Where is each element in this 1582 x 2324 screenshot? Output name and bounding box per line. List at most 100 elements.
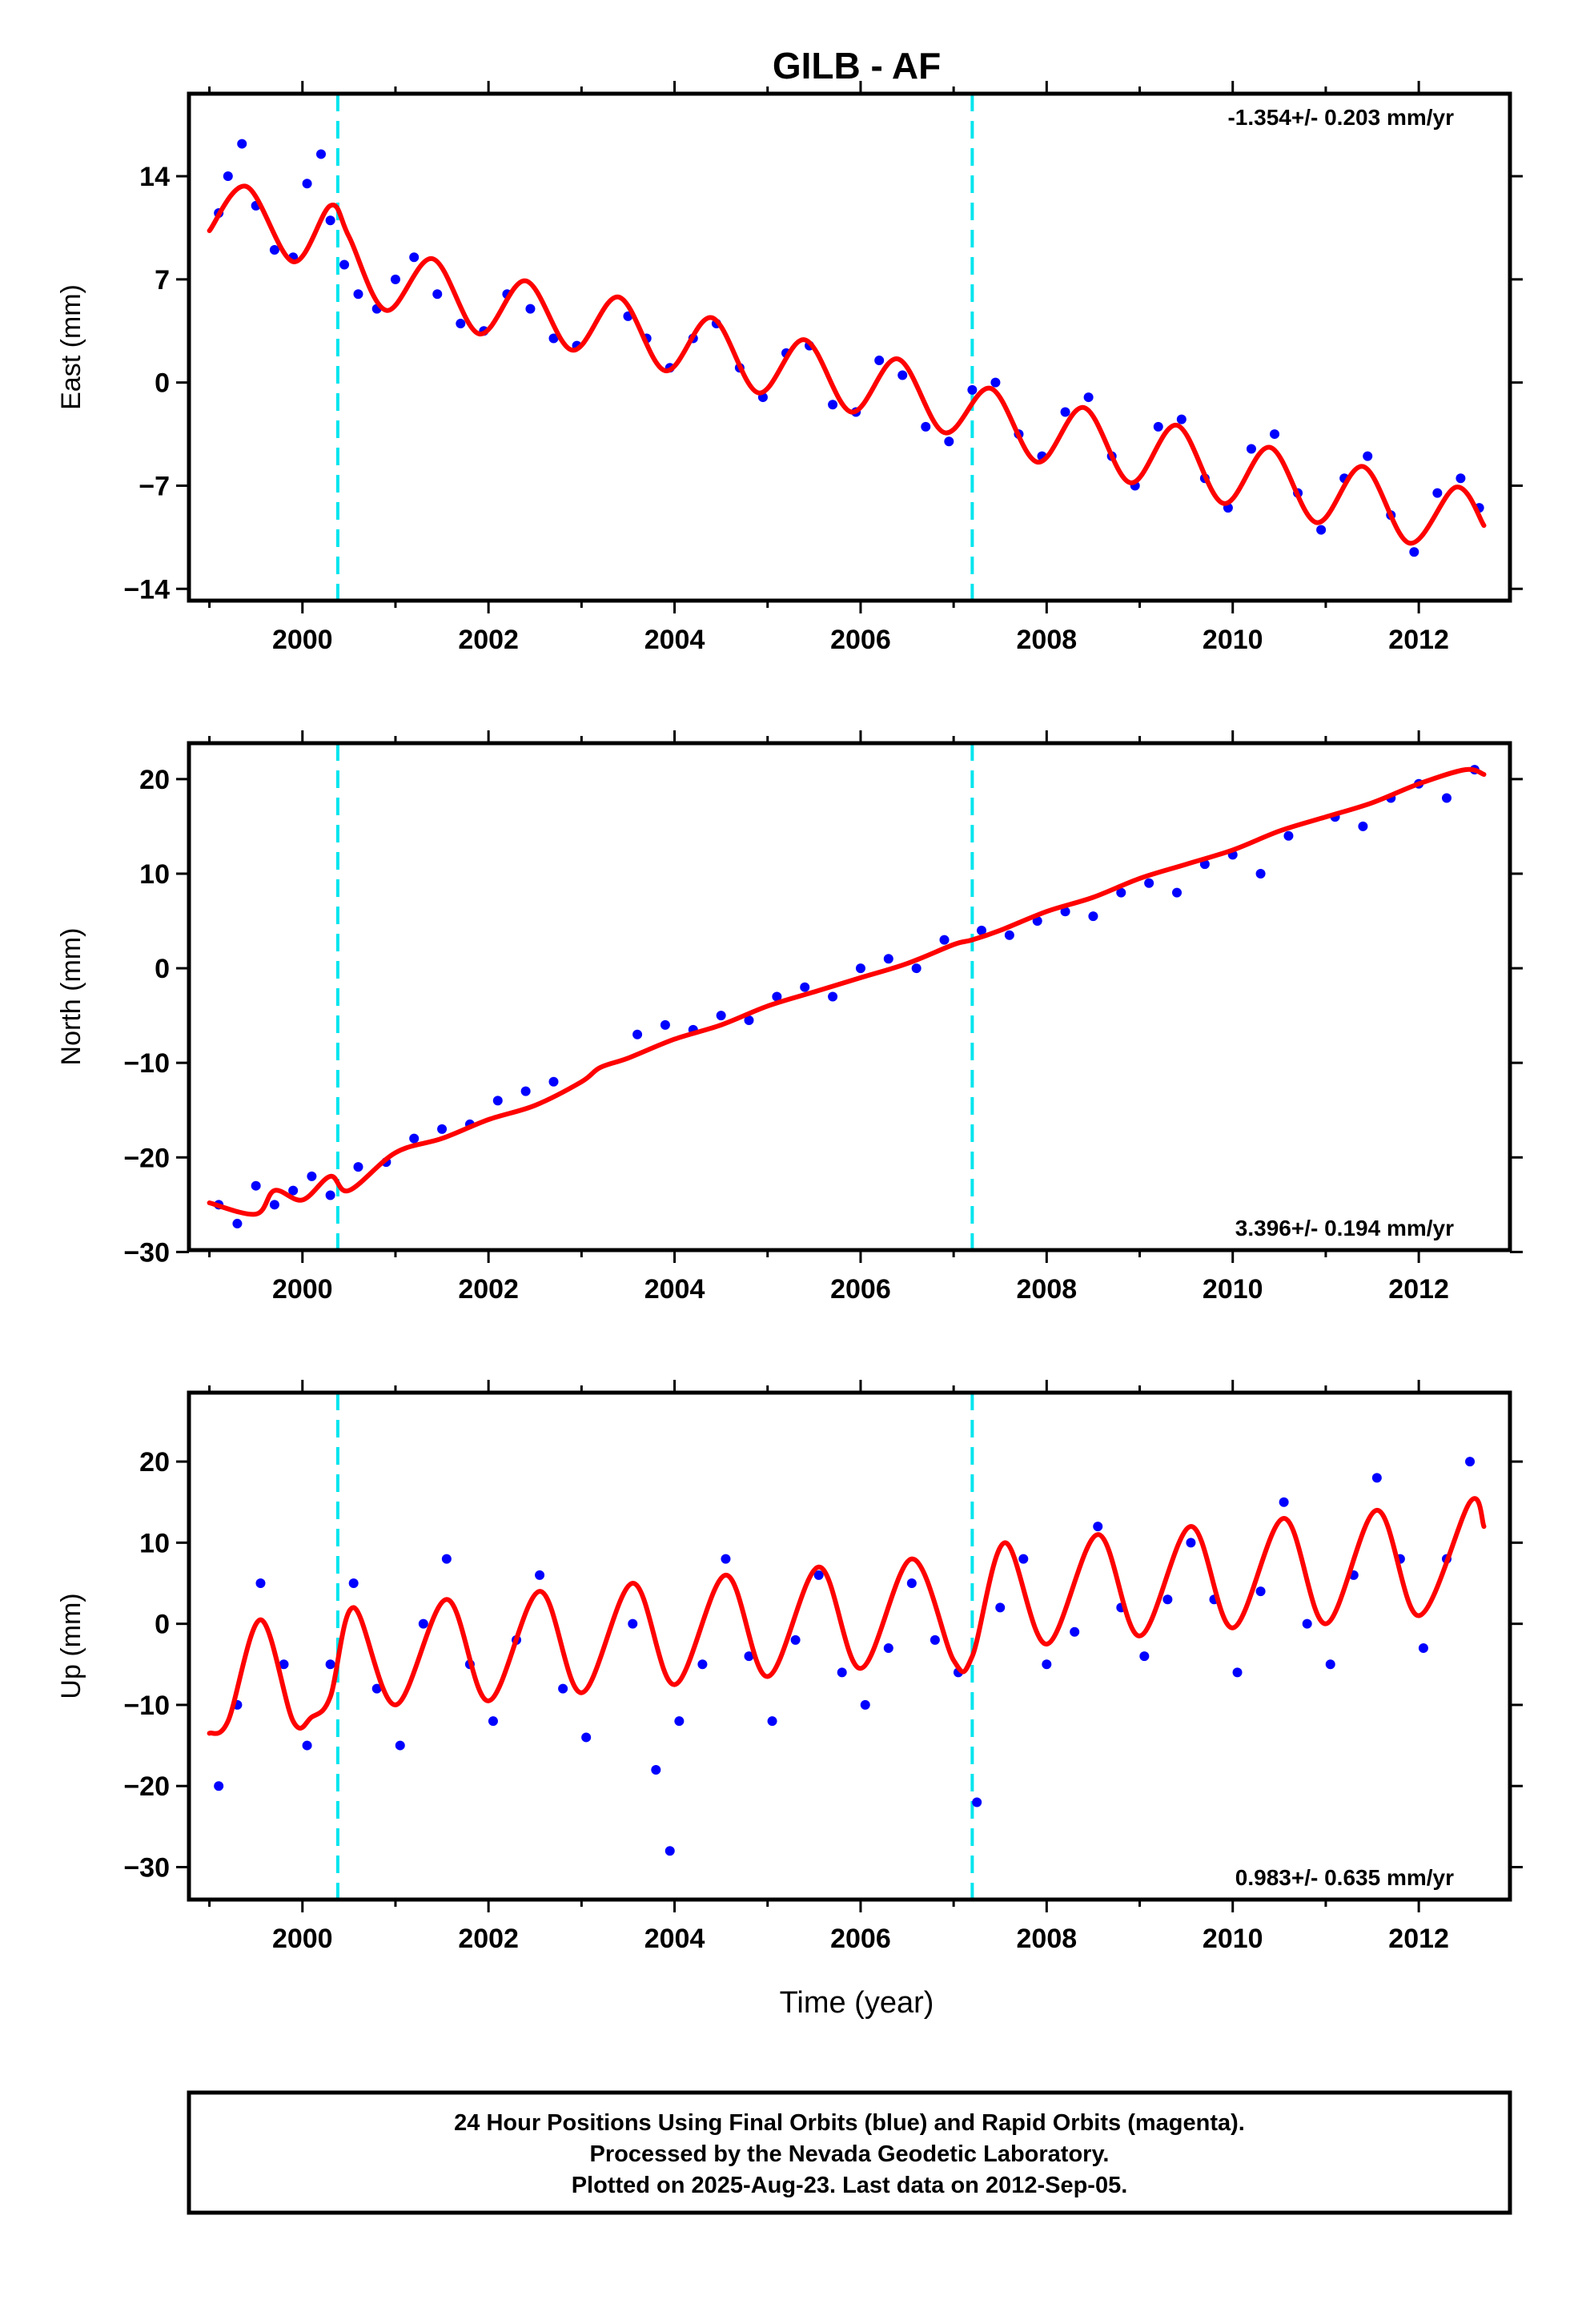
east-data-point (1363, 451, 1373, 461)
up-x-tick-label: 2008 (1017, 1924, 1078, 1954)
north-x-tick-label: 2008 (1017, 1274, 1078, 1305)
up-y-tick-label: 0 (155, 1610, 170, 1640)
east-data-point (432, 289, 443, 300)
north-y-tick-label: −20 (123, 1143, 170, 1173)
up-data-point (279, 1659, 289, 1670)
north-data-point (911, 963, 921, 974)
north-data-point (251, 1180, 261, 1191)
up-x-tick-label: 2000 (272, 1924, 333, 1954)
up-data-point (665, 1846, 675, 1856)
up-data-point (418, 1618, 428, 1629)
north-data-point (716, 1011, 726, 1021)
north-y-tick-label: 0 (155, 954, 170, 984)
up-data-point (255, 1578, 266, 1589)
up-plot-frame (187, 1390, 1512, 1902)
up-data-point (325, 1659, 335, 1670)
up-data-point (1139, 1651, 1150, 1662)
east-x-tick-label: 2010 (1203, 625, 1263, 655)
east-x-tick-label: 2008 (1017, 625, 1078, 655)
east-x-tick-label: 2006 (830, 625, 891, 655)
east-data-point (1432, 488, 1443, 498)
east-data-point (1153, 421, 1163, 432)
east-data-point (339, 259, 350, 270)
north-y-axis-title: North (mm) (56, 928, 86, 1066)
east-data-point (1083, 392, 1094, 403)
up-data-point (558, 1683, 568, 1694)
east-data-point (390, 274, 400, 284)
up-fit-curve (207, 1496, 1487, 1736)
up-data-point (1042, 1659, 1052, 1670)
north-data-point (1255, 868, 1266, 879)
up-data-point (1371, 1473, 1382, 1483)
up-data-point (1186, 1538, 1196, 1548)
panel-east: 2000 2002 2004 2006 2008 2010 2012 −14 −7 0 7 14 Eas… (56, 81, 1523, 655)
up-data-point (744, 1651, 754, 1662)
east-data-point (897, 370, 908, 380)
up-data-point (1325, 1659, 1335, 1670)
east-data-point (1456, 473, 1466, 484)
north-data-point (828, 991, 838, 1002)
up-data-point (535, 1570, 545, 1580)
east-data-point (967, 384, 978, 395)
north-y-tick-label: −30 (123, 1237, 170, 1268)
north-data-point (409, 1133, 420, 1144)
up-data-point (1232, 1667, 1243, 1678)
up-data-point (1255, 1586, 1266, 1597)
north-data-point (288, 1185, 299, 1196)
north-data-point (1088, 911, 1098, 922)
east-data-point (1316, 525, 1327, 535)
east-data-point (223, 171, 233, 182)
up-data-point (995, 1602, 1006, 1613)
up-data-point (651, 1764, 661, 1775)
up-data-point (767, 1716, 777, 1727)
x-axis-title: Time (year) (780, 1986, 934, 2020)
north-data-point (307, 1171, 317, 1181)
up-data-point (214, 1781, 224, 1791)
east-data-point (237, 139, 247, 149)
north-y-tick-label: 10 (139, 859, 170, 890)
footer-box (187, 2090, 1512, 2215)
east-data-point (353, 289, 363, 300)
north-rate-label: 3.396+/- 0.194 mm/yr (1235, 1216, 1454, 1240)
east-fit-curve (207, 183, 1487, 546)
north-data-point (800, 982, 810, 992)
east-x-tick-label: 2012 (1388, 625, 1449, 655)
east-data-point (456, 319, 466, 329)
east-data-point (874, 356, 885, 366)
east-y-axis-title: East (mm) (56, 284, 86, 410)
up-x-tick-label: 2006 (830, 1924, 891, 1954)
north-data-point (1004, 930, 1014, 940)
up-data-point (1070, 1626, 1080, 1637)
north-data-point (1116, 887, 1126, 898)
north-data-point (437, 1124, 448, 1134)
east-y-tick-label: −7 (139, 471, 170, 501)
east-data-point (921, 421, 931, 432)
north-data-point (939, 935, 950, 945)
north-x-tick-label: 2012 (1388, 1274, 1449, 1305)
north-x-tick-label: 2004 (644, 1274, 705, 1305)
up-data-point (721, 1554, 731, 1564)
east-rate-label: -1.354+/- 0.203 mm/yr (1227, 105, 1454, 130)
up-data-point (1279, 1497, 1289, 1507)
east-data-point (325, 215, 335, 226)
north-data-point (325, 1190, 335, 1200)
east-x-tick-label: 2000 (272, 625, 333, 655)
east-data-point (269, 245, 279, 255)
up-data-point (813, 1570, 824, 1580)
up-data-point (930, 1634, 940, 1645)
north-data-point (1144, 878, 1154, 888)
north-data-point (855, 963, 865, 974)
panel-north: 2000 2002 2004 2006 2008 2010 2012 −30 −20 −10 0 10… (56, 730, 1523, 1305)
north-data-point (269, 1200, 279, 1210)
up-y-tick-label: 20 (139, 1447, 170, 1478)
up-data-point (348, 1578, 359, 1589)
east-y-tick-label: −14 (123, 574, 170, 605)
east-data-point (548, 333, 559, 344)
up-y-tick-label: −30 (123, 1852, 170, 1883)
north-data-point (1283, 830, 1294, 841)
north-data-point (232, 1218, 243, 1228)
up-y-tick-label: −10 (123, 1691, 170, 1721)
north-fit-curve (207, 766, 1487, 1217)
east-x-tick-label: 2002 (458, 625, 519, 655)
